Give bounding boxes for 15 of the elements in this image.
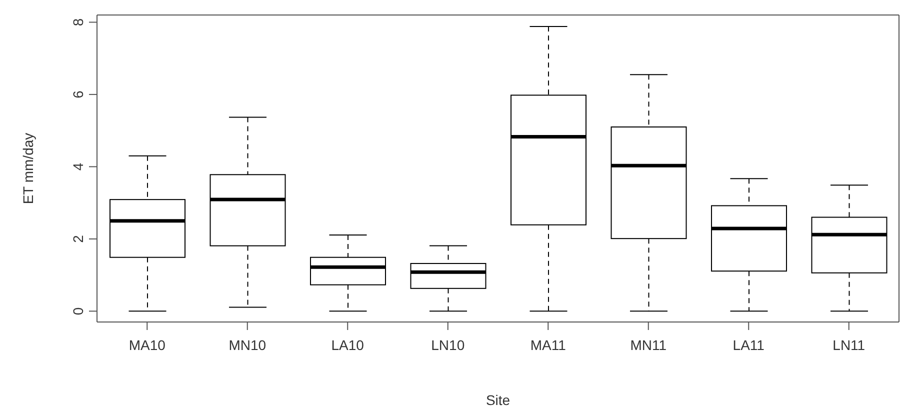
y-tick-label: 0 bbox=[70, 307, 86, 316]
y-tick-label: 2 bbox=[70, 234, 86, 243]
x-tick-label: LA10 bbox=[331, 336, 364, 353]
x-tick-label: LN11 bbox=[832, 336, 866, 353]
x-tick-label: MN10 bbox=[228, 336, 266, 353]
y-axis-title: ET mm/day bbox=[20, 132, 36, 204]
x-axis-title: Site bbox=[486, 392, 510, 408]
y-tick-label: 8 bbox=[70, 18, 86, 26]
x-tick-label: LA11 bbox=[732, 336, 765, 353]
x-tick-label: MA10 bbox=[128, 336, 166, 353]
x-tick-label: LN10 bbox=[431, 336, 465, 353]
x-tick-label: MA11 bbox=[530, 336, 566, 353]
x-tick-label: MN11 bbox=[630, 336, 667, 353]
y-tick-label: 6 bbox=[70, 90, 86, 98]
y-tick-label: 4 bbox=[70, 162, 86, 171]
